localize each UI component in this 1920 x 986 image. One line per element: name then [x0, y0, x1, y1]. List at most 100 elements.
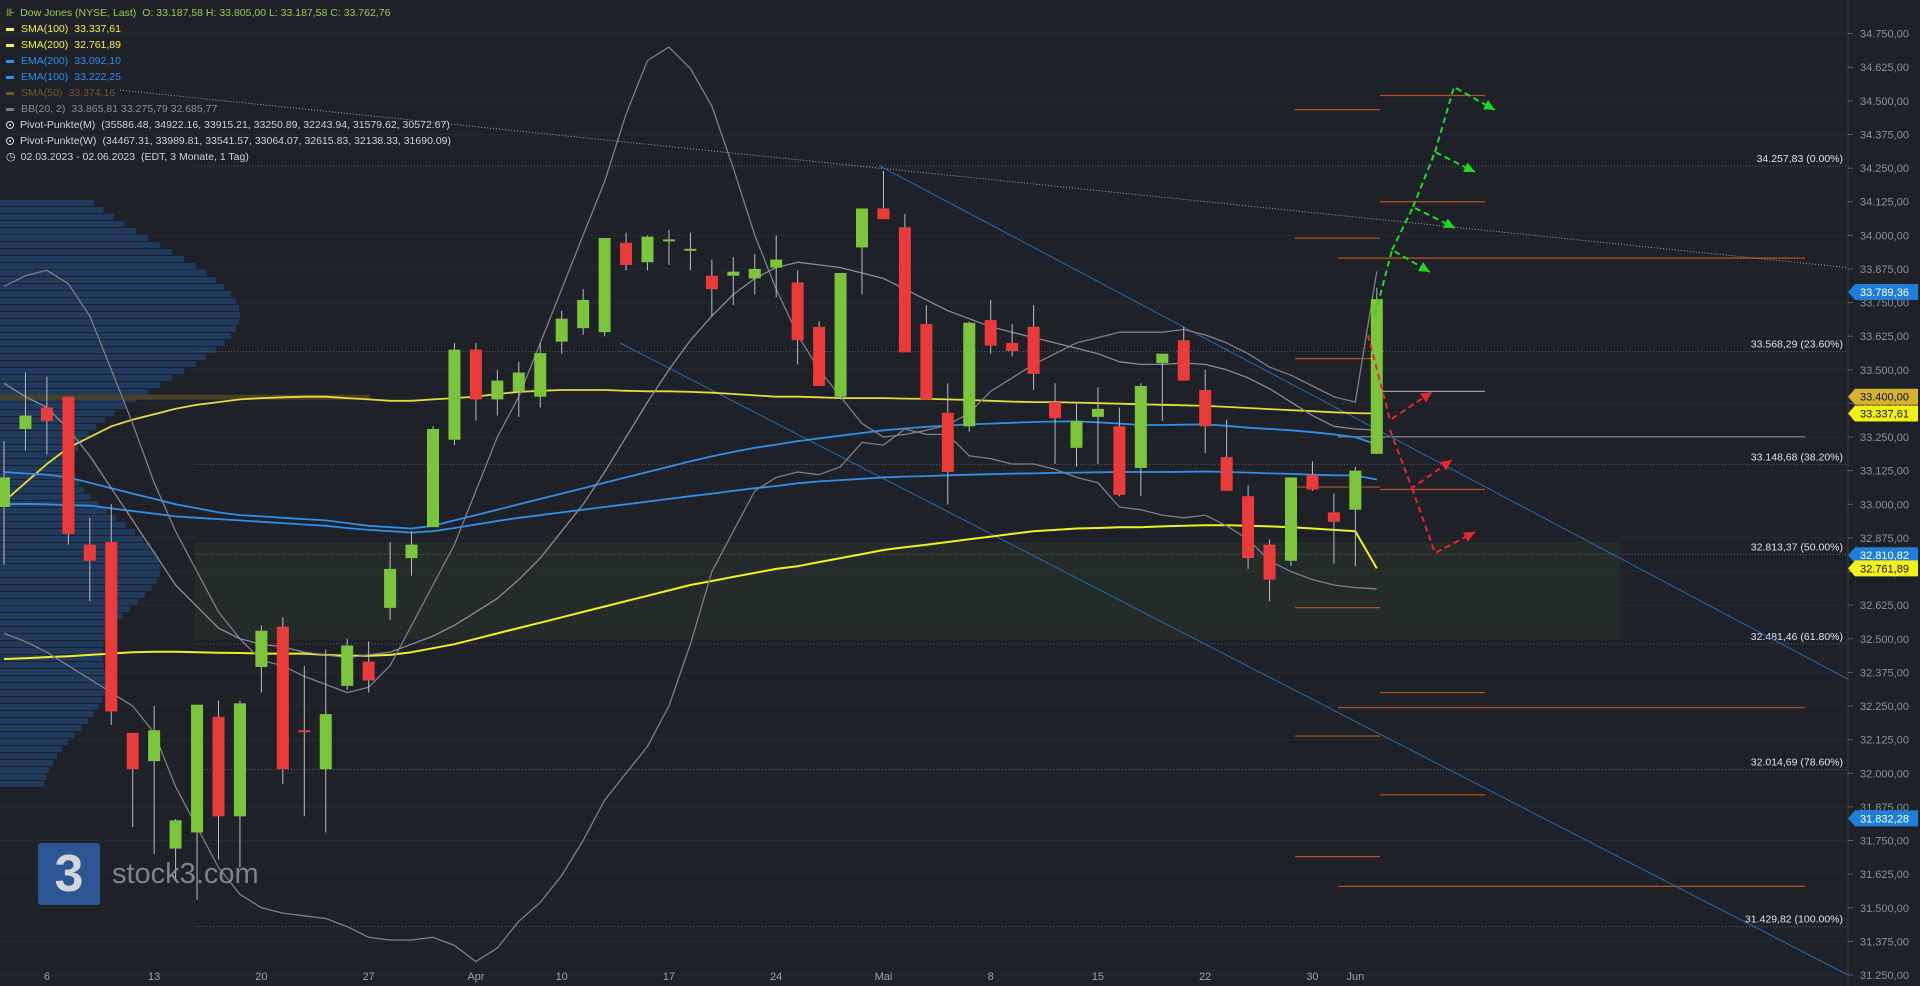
- candle-body: [1285, 477, 1297, 561]
- volume-profile-bar: [0, 494, 91, 500]
- candle-body: [319, 714, 332, 770]
- candle-body: [856, 208, 868, 248]
- candle-body: [684, 248, 697, 251]
- candle-body: [963, 322, 976, 427]
- volume-profile-bar: [0, 333, 232, 339]
- legend-bb-label: BB(20, 2): [21, 103, 66, 115]
- candle-body: [512, 372, 525, 392]
- y-tick-label: 31.750,00: [1860, 836, 1909, 848]
- fibonacci-label: 31.429,82 (100.00%): [1745, 914, 1843, 926]
- price-tag-label: 31.832,28: [1860, 813, 1909, 825]
- legend-pivots-w-values: (34467.31, 33989.81, 33541.57, 33064.07,…: [102, 135, 451, 147]
- legend-title-row: ⊪ Dow Jones (NYSE, Last) O: 33.187,58 H:…: [6, 5, 451, 21]
- legend-range-label: 02.03.2023 - 02.06.2023: [20, 151, 136, 163]
- candle-body: [1113, 426, 1126, 495]
- volume-profile-bar: [0, 263, 196, 269]
- bullish-arrow-1: [1374, 248, 1431, 316]
- candle-body: [0, 477, 10, 507]
- candle-body: [255, 630, 268, 668]
- sma50-swatch: [6, 91, 14, 95]
- volume-profile-bar: [0, 368, 185, 374]
- y-tick-label: 32.125,00: [1860, 735, 1909, 747]
- volume-profile-bar: [0, 669, 105, 675]
- candle-body: [1242, 496, 1255, 559]
- volume-profile-bar: [0, 718, 88, 724]
- legend-ema200-value: 33.092,10: [74, 55, 121, 67]
- projection-layer: [1367, 85, 1496, 555]
- volume-profile-bar: [0, 487, 85, 493]
- candle-body: [1370, 299, 1383, 454]
- x-tick-label: 10: [556, 971, 568, 983]
- candle-body: [791, 282, 804, 341]
- legend-instrument: Dow Jones (NYSE, Last): [20, 7, 137, 19]
- price-tag-bg: [1848, 388, 1918, 405]
- legend-ema100[interactable]: EMA(100) 33.222,25: [6, 69, 451, 85]
- legend-ohlc: O: 33.187,58 H: 33.805,00 L: 33.187,58 C…: [142, 7, 391, 19]
- bullish-arrow-4: [1434, 85, 1496, 153]
- volume-profile-bar: [0, 291, 232, 297]
- legend-sma100[interactable]: SMA(100) 33.337,61: [6, 21, 451, 37]
- volume-profile-bar: [0, 739, 69, 745]
- price-tag-bg: [1848, 810, 1918, 827]
- volume-profile-bar: [0, 361, 196, 367]
- legend-pivots-weekly[interactable]: Pivot-Punkte(W) (34467.31, 33989.81, 335…: [6, 133, 451, 149]
- legend-ema100-value: 33.222,25: [74, 71, 121, 83]
- candle-body: [1006, 342, 1019, 351]
- candle-body: [641, 236, 654, 263]
- volume-profile-bar: [0, 753, 58, 759]
- bullish-arrow-2: [1391, 205, 1456, 251]
- candle-body: [1091, 408, 1104, 417]
- fibonacci-label: 33.148,68 (38.20%): [1751, 451, 1843, 463]
- volume-profile-bar: [0, 466, 74, 472]
- legend-sma50[interactable]: SMA(50) 33.374,16: [6, 85, 451, 101]
- candle-body: [276, 626, 289, 770]
- legend-ema200-label: EMA(200): [21, 55, 69, 67]
- y-tick-label: 33.500,00: [1860, 365, 1909, 377]
- clock-icon: ◷: [6, 151, 16, 163]
- ema200-swatch: [6, 59, 14, 63]
- series-line-4: [3, 46, 1378, 694]
- candle-body: [62, 396, 75, 534]
- x-tick-label: 6: [44, 971, 50, 983]
- candle-body: [191, 704, 204, 833]
- volume-profile-bar: [0, 760, 53, 766]
- price-tag-label: 32.761,89: [1860, 563, 1909, 575]
- series-line-5: [3, 261, 1377, 659]
- bearish-arrow-3-head: [1463, 532, 1475, 542]
- volume-profile-bar: [0, 452, 76, 458]
- legend-ema200[interactable]: EMA(200) 33.092,10: [6, 53, 451, 69]
- bearish-arrow-3: [1411, 487, 1476, 555]
- legend-bb[interactable]: BB(20, 2) 33.865,81 33.275,79 32.685,77: [6, 101, 451, 117]
- candle-body: [984, 320, 997, 346]
- volume-profile-bar: [0, 683, 106, 689]
- x-tick-label: 24: [770, 971, 782, 983]
- sma100-swatch: [6, 27, 14, 31]
- legend-sma200[interactable]: SMA(200) 32.761,89: [6, 37, 451, 53]
- volume-profile-bar: [0, 424, 97, 430]
- candle-body: [620, 242, 633, 265]
- candle-body: [384, 568, 397, 608]
- candle-body: [19, 415, 32, 429]
- volume-profile-bar: [0, 585, 152, 591]
- indicator-layer: [3, 46, 1378, 963]
- candle-body: [705, 275, 718, 290]
- legend-sma200-value: 32.761,89: [74, 39, 121, 51]
- volume-profile-bar: [0, 606, 131, 612]
- bearish-arrow-1: [1367, 334, 1433, 422]
- x-tick-label: 8: [988, 971, 994, 983]
- volume-profile-bar: [0, 270, 207, 276]
- x-tick-label: 20: [255, 971, 267, 983]
- y-tick-label: 34.750,00: [1860, 29, 1909, 41]
- volume-profile-bar: [0, 445, 79, 451]
- series-line-2: [3, 470, 1377, 534]
- legend-pivots-monthly[interactable]: Pivot-Punkte(M) (35586.48, 34922.16, 339…: [6, 117, 451, 133]
- candle-body: [105, 541, 118, 712]
- volume-profile-bar: [0, 382, 161, 388]
- volume-profile-bar: [0, 515, 117, 521]
- legend-date-range: ◷ 02.03.2023 - 02.06.2023 (EDT, 3 Monate…: [6, 149, 451, 165]
- bullish-arrow-4-head: [1483, 100, 1495, 110]
- volume-profile-bar: [0, 410, 115, 416]
- candle-body: [1263, 544, 1276, 580]
